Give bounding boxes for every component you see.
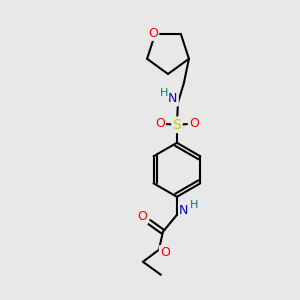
Text: N: N	[168, 92, 178, 105]
Text: O: O	[189, 117, 199, 130]
Text: O: O	[148, 27, 158, 40]
Text: H: H	[190, 200, 198, 210]
Text: S: S	[172, 118, 181, 132]
Text: O: O	[155, 117, 165, 130]
Text: O: O	[137, 210, 147, 223]
Text: H: H	[160, 88, 168, 98]
Text: N: N	[179, 204, 189, 217]
Text: O: O	[160, 246, 170, 259]
